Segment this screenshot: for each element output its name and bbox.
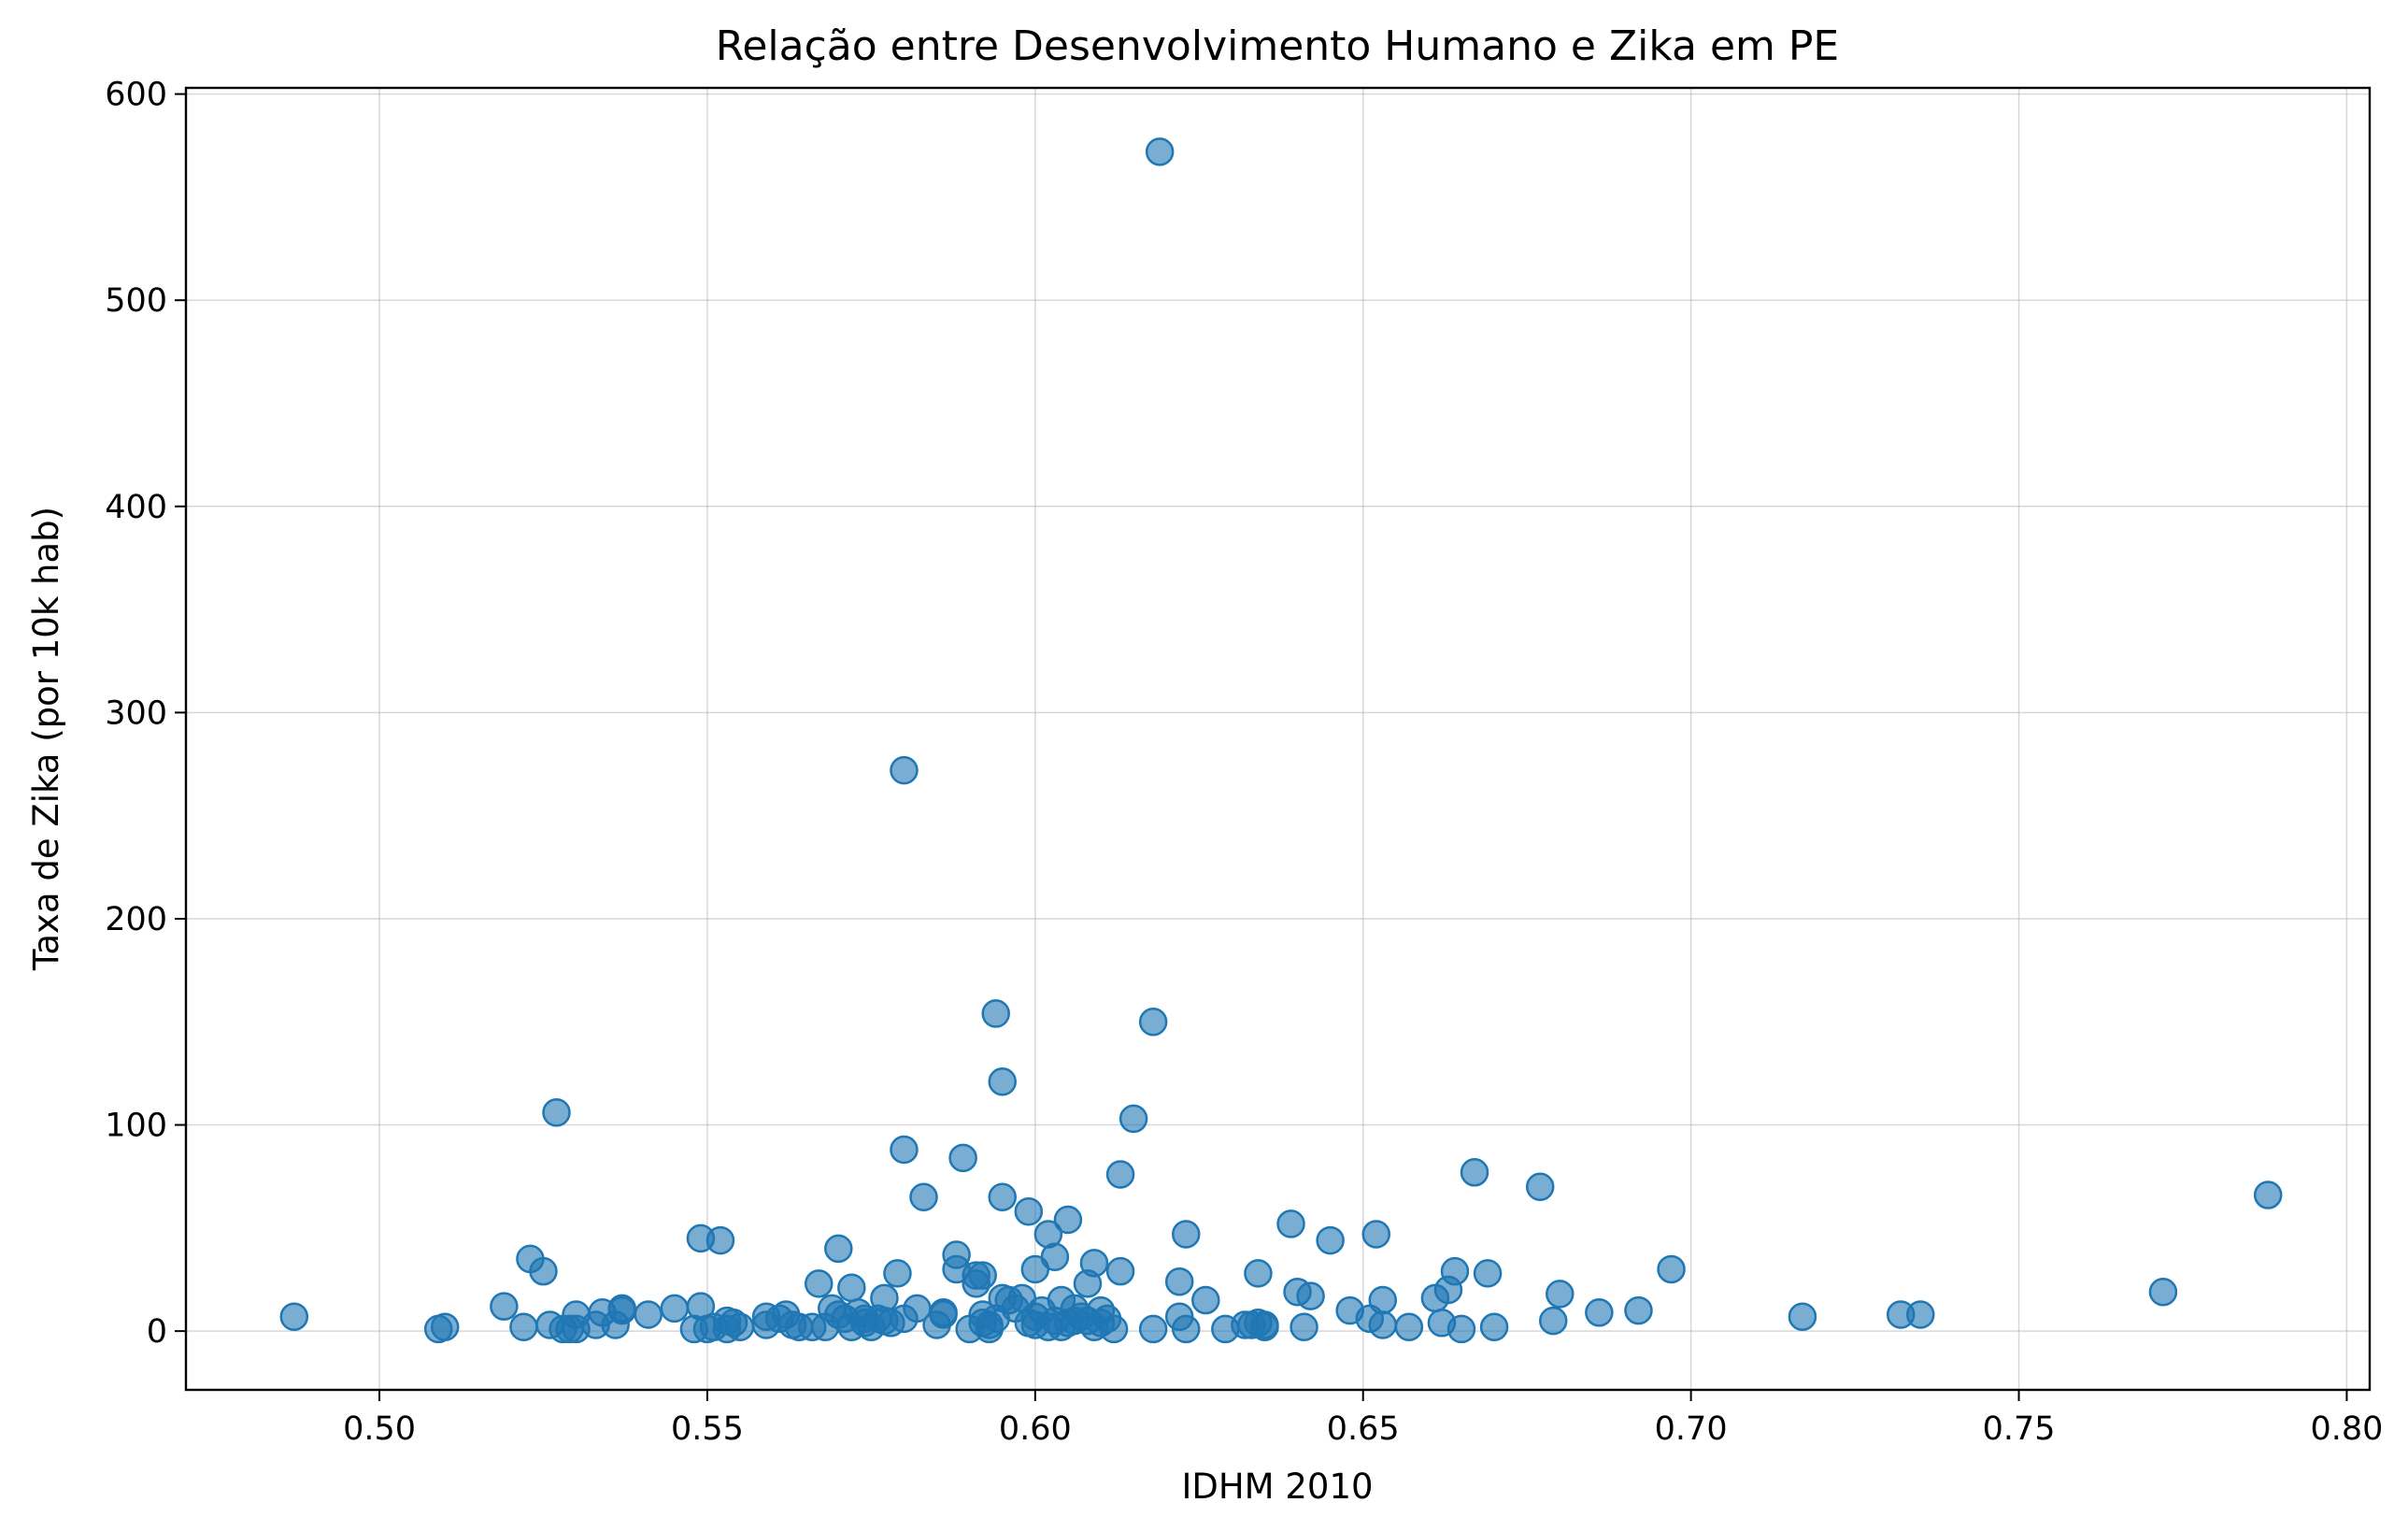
data-point <box>1361 1220 1391 1249</box>
y-axis-label: Taxa de Zika (por 10k hab) <box>26 507 66 971</box>
data-point <box>1906 1300 1935 1329</box>
data-point <box>1624 1295 1653 1325</box>
data-point <box>1289 1312 1318 1341</box>
data-point <box>1525 1172 1555 1201</box>
data-point <box>824 1234 853 1264</box>
y-tick-label: 600 <box>105 77 167 114</box>
data-point <box>705 1225 735 1255</box>
data-point <box>1440 1256 1470 1286</box>
x-tick-label: 0.65 <box>1327 1410 1400 1448</box>
data-points <box>279 137 2283 1344</box>
data-point <box>1040 1242 1070 1271</box>
y-tick-label: 300 <box>105 694 167 732</box>
x-tick-label: 0.55 <box>671 1410 744 1448</box>
data-point <box>909 1182 938 1212</box>
data-point <box>509 1312 538 1341</box>
data-point <box>2148 1277 2178 1307</box>
data-point <box>1171 1220 1201 1249</box>
data-point <box>883 1259 912 1288</box>
y-tick-label: 400 <box>105 489 167 526</box>
data-point <box>988 1066 1017 1096</box>
data-point <box>1394 1312 1424 1341</box>
data-point <box>607 1295 636 1325</box>
data-point <box>1053 1205 1083 1235</box>
data-point <box>529 1256 558 1286</box>
x-tick-label: 0.50 <box>343 1410 416 1448</box>
data-point <box>968 1261 997 1290</box>
data-point <box>1079 1249 1109 1278</box>
data-point <box>1014 1196 1044 1226</box>
data-point <box>1546 1280 1574 1309</box>
x-tick-label: 0.80 <box>2310 1410 2383 1448</box>
chart-title: Relação entre Desenvolvimento Humano e Z… <box>716 22 1839 70</box>
x-tick-label: 0.60 <box>999 1410 1072 1448</box>
data-point <box>1138 1314 1168 1344</box>
data-point <box>1119 1104 1148 1134</box>
data-point <box>1479 1312 1509 1341</box>
data-point <box>837 1273 866 1303</box>
plot-frame <box>184 86 2372 1392</box>
data-point <box>1276 1209 1305 1238</box>
data-point <box>542 1098 571 1127</box>
data-point <box>725 1312 755 1341</box>
data-point <box>1585 1298 1614 1327</box>
data-point <box>279 1302 309 1331</box>
data-point <box>1316 1225 1345 1255</box>
data-point <box>634 1300 663 1329</box>
data-point <box>660 1294 690 1324</box>
data-point <box>1164 1266 1194 1296</box>
data-point <box>2253 1180 2283 1209</box>
data-point <box>1171 1314 1201 1344</box>
data-point <box>1244 1259 1273 1288</box>
x-tick-label: 0.70 <box>1655 1410 1728 1448</box>
data-point <box>804 1269 834 1298</box>
data-point <box>890 755 919 785</box>
data-point <box>1788 1302 1817 1331</box>
data-point <box>1250 1310 1279 1339</box>
axis-ticks: 0.50 0.55 0.60 0.65 0.70 0.75 0.80 0 100 200 300 40… <box>105 77 2383 1448</box>
data-point <box>948 1143 977 1173</box>
data-point <box>490 1292 519 1321</box>
data-point <box>1105 1256 1135 1286</box>
data-point <box>1446 1314 1476 1344</box>
x-axis-label: IDHM 2010 <box>1181 1467 1373 1507</box>
data-point <box>1145 137 1175 166</box>
data-point <box>1105 1160 1135 1189</box>
data-point <box>1138 1008 1168 1037</box>
data-point <box>988 1182 1017 1212</box>
y-tick-label: 0 <box>147 1313 167 1351</box>
y-tick-label: 100 <box>105 1108 167 1145</box>
data-point <box>1099 1314 1129 1344</box>
data-point <box>890 1135 919 1165</box>
data-point <box>1368 1310 1398 1339</box>
data-point <box>981 999 1010 1028</box>
y-tick-label: 500 <box>105 282 167 320</box>
x-tick-label: 0.75 <box>1983 1410 2056 1448</box>
data-point <box>1473 1259 1503 1288</box>
data-point <box>1191 1285 1220 1315</box>
data-point <box>1539 1306 1568 1336</box>
data-point <box>1657 1254 1686 1284</box>
data-point <box>430 1312 460 1341</box>
data-point <box>929 1298 958 1327</box>
data-point <box>1460 1158 1489 1187</box>
y-tick-label: 200 <box>105 901 167 938</box>
data-point <box>1368 1285 1398 1315</box>
data-point <box>1296 1281 1325 1310</box>
